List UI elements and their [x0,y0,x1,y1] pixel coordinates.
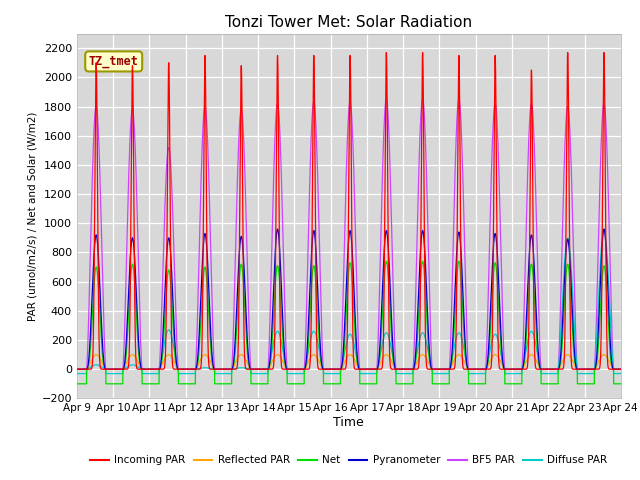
Text: TZ_tmet: TZ_tmet [89,55,139,68]
Legend: Incoming PAR, Reflected PAR, Net, Pyranometer, BF5 PAR, Diffuse PAR: Incoming PAR, Reflected PAR, Net, Pyrano… [86,451,612,469]
X-axis label: Time: Time [333,416,364,429]
Y-axis label: PAR (umol/m2/s) / Net and Solar (W/m2): PAR (umol/m2/s) / Net and Solar (W/m2) [28,111,37,321]
Title: Tonzi Tower Met: Solar Radiation: Tonzi Tower Met: Solar Radiation [225,15,472,30]
